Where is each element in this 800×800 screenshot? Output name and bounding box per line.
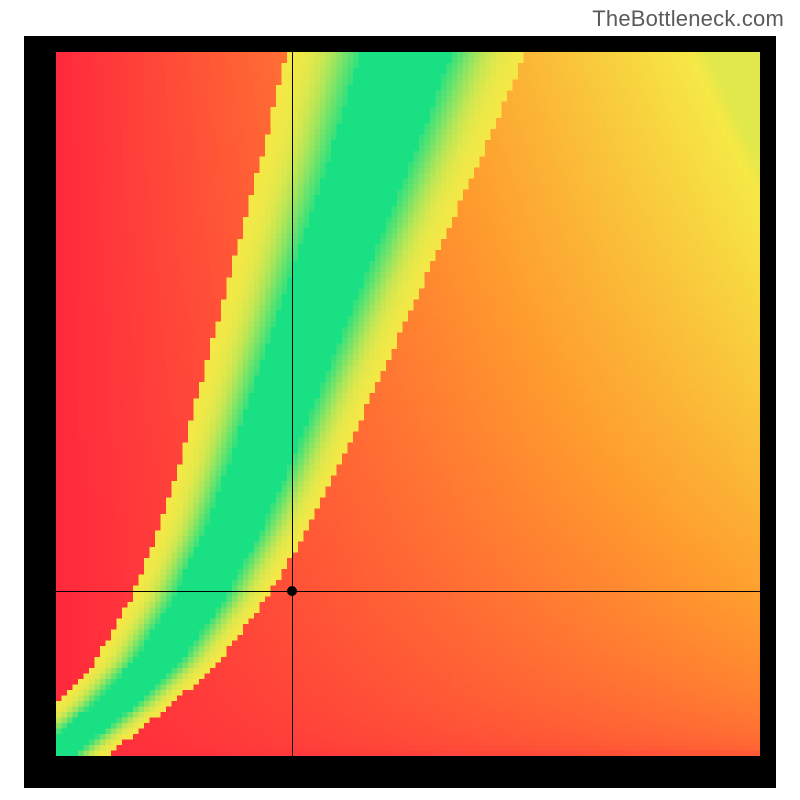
crosshair-horizontal: [56, 591, 760, 592]
attribution-text: TheBottleneck.com: [592, 6, 784, 32]
bottleneck-heatmap: [56, 52, 760, 756]
plot-frame: [24, 36, 776, 788]
bottleneck-marker: [287, 586, 297, 596]
crosshair-vertical: [292, 52, 293, 756]
